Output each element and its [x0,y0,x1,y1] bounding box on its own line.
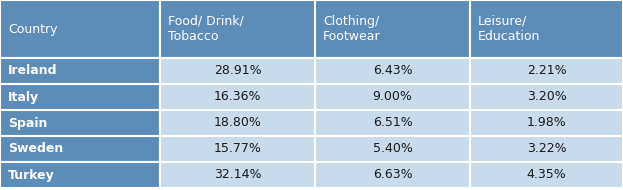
Bar [160,136,315,162]
Text: 15.77%: 15.77% [214,142,262,155]
Text: 6.63%: 6.63% [373,169,412,181]
Bar [0,58,160,84]
Bar [470,136,623,162]
Text: 28.91%: 28.91% [214,64,261,78]
Bar [160,84,315,110]
Bar [315,162,470,188]
Bar [160,0,315,58]
Text: Turkey: Turkey [8,169,55,181]
Bar [315,136,470,162]
Text: 6.51%: 6.51% [373,116,412,130]
Bar [470,162,623,188]
Bar [0,0,160,58]
Bar [0,136,160,162]
Bar [0,110,160,136]
Bar [315,58,470,84]
Text: Food/ Drink/
Tobacco: Food/ Drink/ Tobacco [168,15,244,43]
Text: 6.43%: 6.43% [373,64,412,78]
Text: 2.21%: 2.21% [526,64,566,78]
Bar [0,84,160,110]
Text: Leisure/
Education: Leisure/ Education [478,15,540,43]
Text: 9.00%: 9.00% [373,90,412,104]
Text: Ireland: Ireland [8,64,57,78]
Text: 3.22%: 3.22% [526,142,566,155]
Text: Sweden: Sweden [8,142,64,155]
Bar [315,110,470,136]
Text: Spain: Spain [8,116,47,130]
Bar [0,162,160,188]
Text: 1.98%: 1.98% [526,116,566,130]
Text: 18.80%: 18.80% [214,116,262,130]
Bar [470,0,623,58]
Bar [315,84,470,110]
Bar [160,162,315,188]
Text: Italy: Italy [8,90,39,104]
Bar [160,58,315,84]
Text: 3.20%: 3.20% [526,90,566,104]
Bar [470,110,623,136]
Bar [160,110,315,136]
Text: Country: Country [8,22,57,36]
Text: 16.36%: 16.36% [214,90,261,104]
Bar [470,58,623,84]
Bar [315,0,470,58]
Text: 32.14%: 32.14% [214,169,261,181]
Text: 5.40%: 5.40% [373,142,412,155]
Text: Clothing/
Footwear: Clothing/ Footwear [323,15,381,43]
Text: 4.35%: 4.35% [526,169,566,181]
Bar [470,84,623,110]
